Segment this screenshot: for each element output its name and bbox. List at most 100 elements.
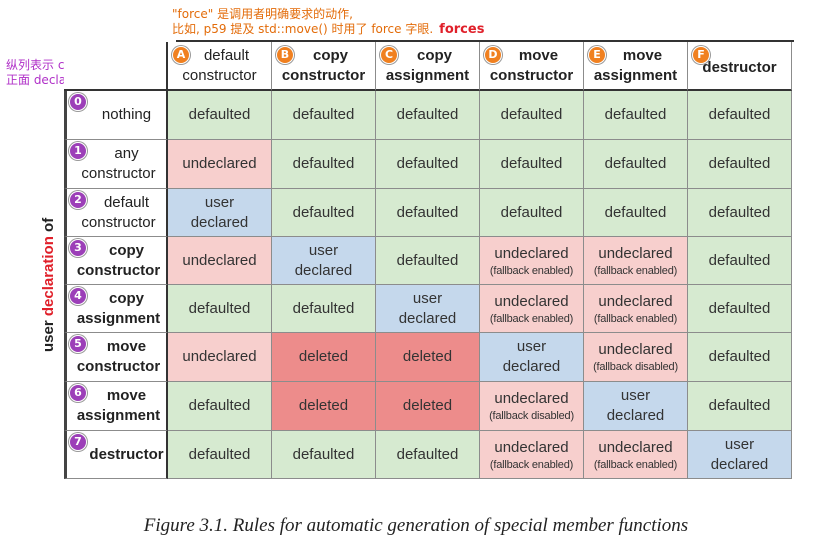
rule-cell-text: defaulted xyxy=(188,106,251,123)
rule-cell-text: user xyxy=(204,193,235,211)
rule-cell-text-2: declared xyxy=(710,455,769,473)
rule-cell-fallback: (fallback disabled) xyxy=(489,410,574,422)
rule-cell: undeclared (fallback enabled) xyxy=(480,237,584,285)
rule-cell-fallback: (fallback enabled) xyxy=(489,264,574,277)
rule-cell-text: defaulted xyxy=(500,106,563,123)
column-badge-icon: A xyxy=(172,46,190,64)
rule-cell-text: defaulted xyxy=(188,299,251,317)
row-header-line1: nothing xyxy=(101,106,152,123)
column-header-line1: copy xyxy=(416,46,452,64)
row-header: 5 move constructor xyxy=(64,333,168,382)
rule-cell-text: deleted xyxy=(298,397,349,414)
rule-cell: defaulted xyxy=(272,285,376,333)
figure-caption: Figure 3.1. Rules for automatic generati… xyxy=(143,515,689,536)
rule-cell: defaulted xyxy=(584,189,688,237)
forces-bracket-line xyxy=(176,40,794,42)
rule-cell-text-2: declared xyxy=(398,309,457,327)
rule-cell-text-2: declared xyxy=(190,213,249,231)
rule-cell: user declared xyxy=(584,382,688,431)
column-header-line2: assignment xyxy=(593,66,678,84)
force-annotation-line1: "force" 是调用者明确要求的动作, xyxy=(172,7,353,21)
row-badge-icon: 1 xyxy=(69,142,87,160)
rule-cell: defaulted xyxy=(272,431,376,479)
rule-cell-text: undeclared xyxy=(182,348,257,365)
rule-cell: defaulted xyxy=(376,431,480,479)
user-declaration-axis-label: user declaration of xyxy=(40,218,57,352)
rule-cell-text-2: declared xyxy=(606,407,665,424)
rule-cell: defaulted xyxy=(480,189,584,237)
rule-cell-text: deleted xyxy=(402,348,453,365)
rule-cell-text: defaulted xyxy=(604,203,667,221)
rule-cell-text: defaulted xyxy=(708,155,771,172)
row-header-line1: copy xyxy=(108,241,144,259)
rule-cell: defaulted xyxy=(688,189,792,237)
column-header-line2: assignment xyxy=(385,66,470,84)
rule-cell: defaulted xyxy=(480,91,584,140)
row-header: 4 copy assignment xyxy=(64,285,168,333)
row-header-line1: copy xyxy=(108,289,144,307)
rule-cell: defaulted xyxy=(168,91,272,140)
rule-cell: defaulted xyxy=(688,140,792,189)
rule-cell: deleted xyxy=(376,382,480,431)
row-header-line1: move xyxy=(106,387,147,404)
rule-cell: deleted xyxy=(376,333,480,382)
rule-cell: undeclared (fallback enabled) xyxy=(480,431,584,479)
row-header-line1: destructor xyxy=(89,445,164,463)
rule-cell-text: undeclared xyxy=(494,292,569,310)
rule-cell-text: defaulted xyxy=(188,397,251,414)
rule-cell-text: defaulted xyxy=(188,445,251,463)
rule-cell: user declared xyxy=(272,237,376,285)
row-badge-icon: 6 xyxy=(69,384,87,402)
rule-cell-text: defaulted xyxy=(292,155,355,172)
rule-cell-text: user xyxy=(620,387,651,404)
rule-cell-fallback: (fallback disabled) xyxy=(593,361,678,373)
rule-cell: deleted xyxy=(272,333,376,382)
rule-cell-text: user xyxy=(516,338,547,355)
rule-cell: user declared xyxy=(168,189,272,237)
rule-cell: undeclared (fallback disabled) xyxy=(584,333,688,382)
column-badge-icon: D xyxy=(484,46,502,64)
rule-cell-text: undeclared xyxy=(494,438,569,456)
rule-cell: defaulted xyxy=(168,431,272,479)
rule-cell: undeclared xyxy=(168,333,272,382)
forces-label: forces xyxy=(439,22,485,37)
rule-cell-text: user xyxy=(724,435,755,453)
rule-cell-text: undeclared xyxy=(598,244,673,262)
rule-cell-text: user xyxy=(308,241,339,259)
rule-cell-text: defaulted xyxy=(708,299,771,317)
rule-cell-text-2: declared xyxy=(502,358,561,375)
rule-cell-text: user xyxy=(412,289,443,307)
rule-cell: deleted xyxy=(272,382,376,431)
rule-cell: defaulted xyxy=(376,140,480,189)
column-header-line2: constructor xyxy=(489,66,574,84)
column-header-line2: constructor xyxy=(182,66,257,84)
table-corner xyxy=(64,42,168,91)
rule-cell-text: undeclared xyxy=(182,251,257,269)
rule-cell: undeclared (fallback enabled) xyxy=(584,431,688,479)
rule-cell-text: undeclared xyxy=(182,155,257,172)
force-annotation: "force" 是调用者明确要求的动作, 比如, p59 提及 std::mov… xyxy=(172,7,484,37)
rule-cell-text: undeclared xyxy=(598,341,673,358)
rule-cell-text-2: declared xyxy=(294,261,353,279)
rule-cell-text: undeclared xyxy=(598,438,673,456)
column-badge-icon: F xyxy=(692,46,710,64)
rule-cell: defaulted xyxy=(376,91,480,140)
row-header: 0 nothing xyxy=(64,91,168,140)
rule-cell-text: defaulted xyxy=(708,397,771,414)
rule-cell: defaulted xyxy=(376,237,480,285)
force-annotation-line2: 比如, p59 提及 std::move() 时用了 force 字眼. forc… xyxy=(172,22,484,37)
rule-cell: defaulted xyxy=(688,382,792,431)
row-badge-icon: 2 xyxy=(69,191,87,209)
rule-cell-text: undeclared xyxy=(598,292,673,310)
rule-cell-fallback: (fallback enabled) xyxy=(593,264,678,277)
rule-cell-text: defaulted xyxy=(292,445,355,463)
row-header: 1 any constructor xyxy=(64,140,168,189)
rule-cell-text: defaulted xyxy=(708,106,771,123)
rule-cell: undeclared (fallback enabled) xyxy=(584,237,688,285)
rule-cell: user declared xyxy=(480,333,584,382)
column-header-line1: move xyxy=(518,46,559,64)
column-header-line2: constructor xyxy=(281,66,366,84)
